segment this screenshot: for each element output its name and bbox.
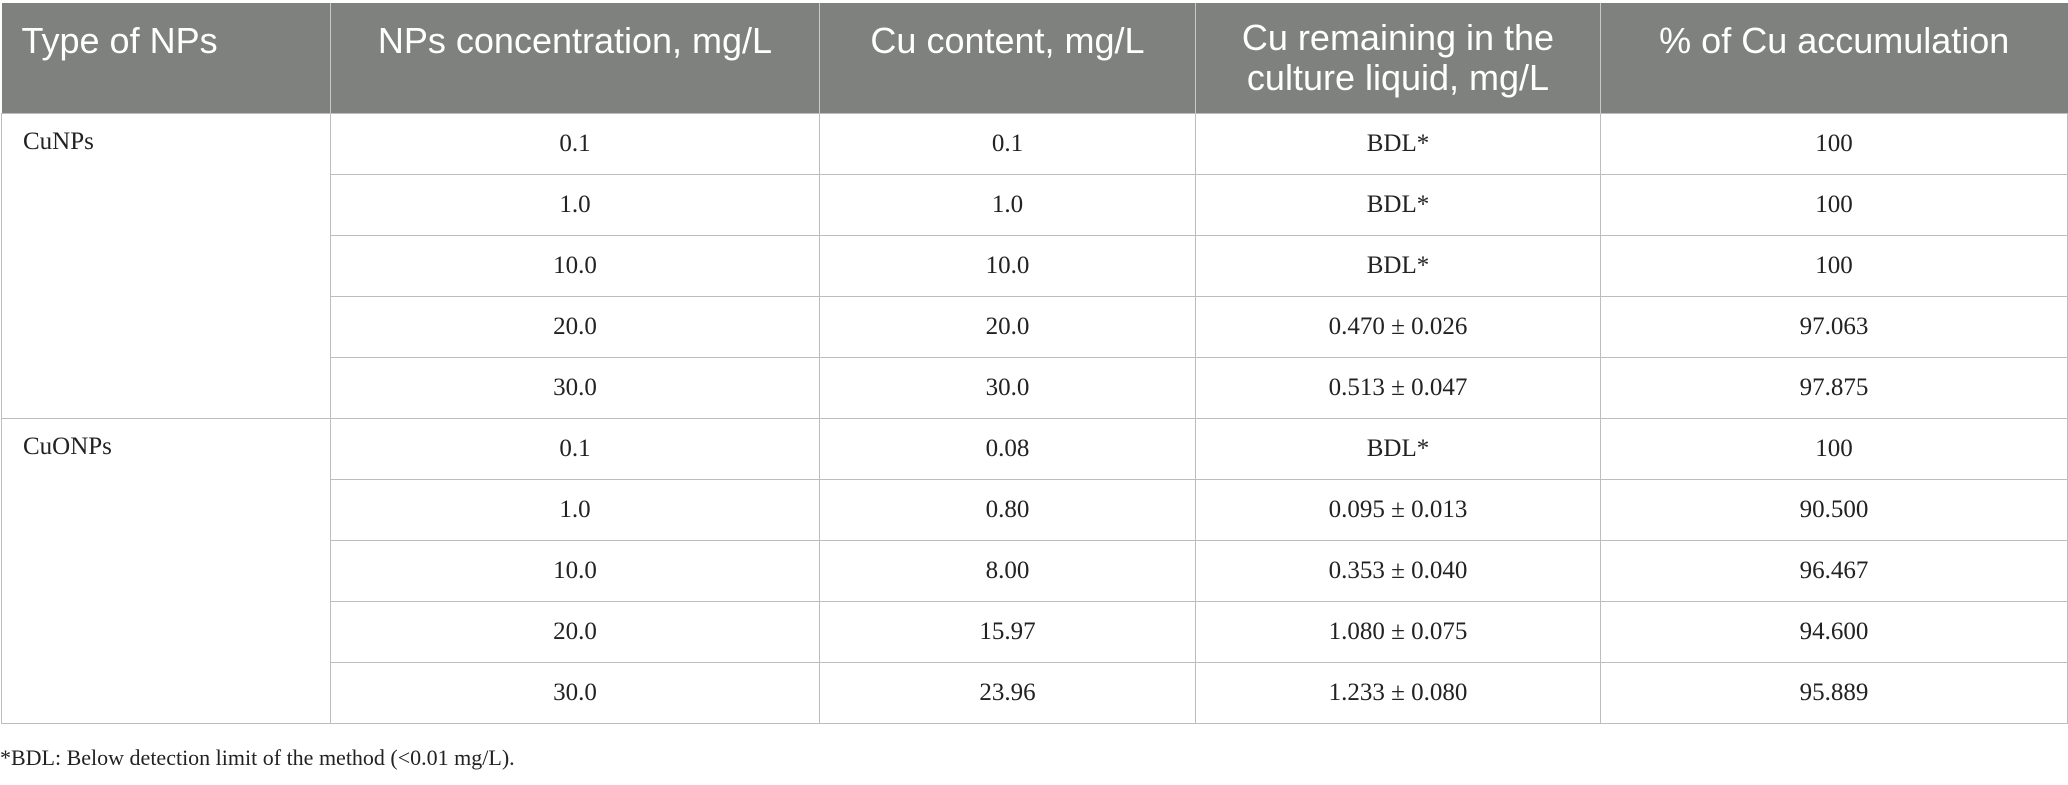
- header-cu-content: Cu content, mg/L: [819, 3, 1196, 113]
- cell-cu-content: 20.0: [819, 295, 1196, 358]
- cell-concentration: 30.0: [330, 661, 820, 724]
- cell-cu-remaining: 0.095 ± 0.013: [1195, 478, 1601, 541]
- cell-concentration: 10.0: [330, 539, 820, 602]
- table-row: 20.0 20.0 0.470 ± 0.026 97.063: [2, 295, 2068, 358]
- cell-cu-remaining: BDL*: [1195, 173, 1601, 236]
- table-row: 30.0 23.96 1.233 ± 0.080 95.889: [2, 661, 2068, 724]
- cell-concentration: 20.0: [330, 600, 820, 663]
- cell-cu-content: 0.08: [819, 417, 1196, 480]
- cell-concentration: 0.1: [330, 417, 820, 480]
- table-row: 10.0 10.0 BDL* 100: [2, 234, 2068, 297]
- cell-accumulation: 100: [1600, 417, 2068, 480]
- table-row: 10.0 8.00 0.353 ± 0.040 96.467: [2, 539, 2068, 602]
- header-cu-remaining: Cu remaining in the culture liquid, mg/L: [1195, 3, 1601, 113]
- cell-cu-remaining: 0.353 ± 0.040: [1195, 539, 1601, 602]
- cell-cu-remaining: 1.233 ± 0.080: [1195, 661, 1601, 724]
- group-type-cell: CuONPs: [1, 417, 331, 724]
- cell-concentration: 0.1: [330, 112, 820, 175]
- cell-accumulation: 100: [1600, 173, 2068, 236]
- cell-cu-remaining: BDL*: [1195, 234, 1601, 297]
- cell-concentration: 10.0: [330, 234, 820, 297]
- table-row: 30.0 30.0 0.513 ± 0.047 97.875: [2, 356, 2068, 419]
- cell-cu-content: 23.96: [819, 661, 1196, 724]
- table-row: CuNPs 0.1 0.1 BDL* 100: [1, 112, 2068, 419]
- cell-cu-remaining: 0.470 ± 0.026: [1195, 295, 1601, 358]
- cell-cu-remaining: BDL*: [1195, 417, 1601, 480]
- cell-accumulation: 94.600: [1600, 600, 2068, 663]
- cell-cu-content: 15.97: [819, 600, 1196, 663]
- cell-cu-content: 8.00: [819, 539, 1196, 602]
- cell-concentration: 20.0: [330, 295, 820, 358]
- cell-accumulation: 100: [1600, 112, 2068, 175]
- table-row: CuONPs 0.1 0.08 BDL* 100: [1, 417, 2068, 724]
- header-row: Type of NPs NPs concentration, mg/L Cu c…: [1, 3, 2068, 113]
- data-table: Type of NPs NPs concentration, mg/L Cu c…: [1, 3, 2068, 724]
- cell-accumulation: 90.500: [1600, 478, 2068, 541]
- cell-cu-content: 0.1: [819, 112, 1196, 175]
- cell-accumulation: 96.467: [1600, 539, 2068, 602]
- cell-cu-content: 0.80: [819, 478, 1196, 541]
- cell-cu-remaining: 1.080 ± 0.075: [1195, 600, 1601, 663]
- table-row: 20.0 15.97 1.080 ± 0.075 94.600: [2, 600, 2068, 663]
- header-type-of-nps: Type of NPs: [1, 3, 331, 113]
- data-table-container: Type of NPs NPs concentration, mg/L Cu c…: [0, 3, 2068, 724]
- cell-concentration: 1.0: [330, 478, 820, 541]
- group-type-cell: CuNPs: [1, 112, 331, 419]
- table-header: Type of NPs NPs concentration, mg/L Cu c…: [1, 3, 2068, 113]
- cell-concentration: 30.0: [330, 356, 820, 419]
- cell-accumulation: 95.889: [1600, 661, 2068, 724]
- table-footnote: *BDL: Below detection limit of the metho…: [0, 745, 515, 770]
- cell-cu-content: 30.0: [819, 356, 1196, 419]
- header-nps-concentration: NPs concentration, mg/L: [330, 3, 820, 113]
- cell-accumulation: 97.063: [1600, 295, 2068, 358]
- cell-cu-remaining: 0.513 ± 0.047: [1195, 356, 1601, 419]
- header-cu-accumulation: % of Cu accumulation: [1600, 3, 2068, 113]
- cell-accumulation: 97.875: [1600, 356, 2068, 419]
- cell-accumulation: 100: [1600, 234, 2068, 297]
- cell-concentration: 1.0: [330, 173, 820, 236]
- cell-cu-remaining: BDL*: [1195, 112, 1601, 175]
- table-body: CuNPs 0.1 0.1 BDL* 100 1.0 1.0 BDL* 100 …: [1, 112, 2068, 724]
- cell-cu-content: 1.0: [819, 173, 1196, 236]
- cell-cu-content: 10.0: [819, 234, 1196, 297]
- table-row: 1.0 0.80 0.095 ± 0.013 90.500: [2, 478, 2068, 541]
